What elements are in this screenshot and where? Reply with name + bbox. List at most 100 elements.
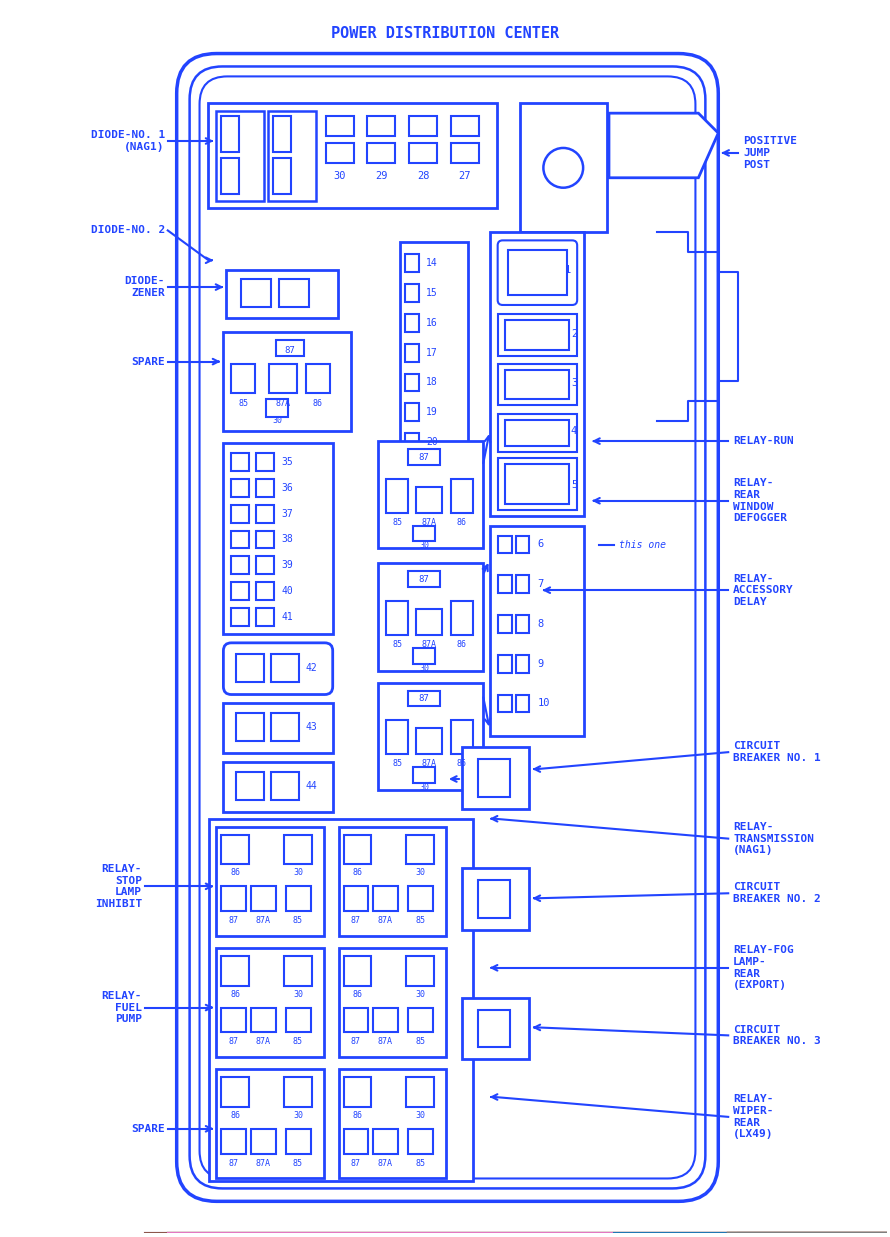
Bar [451,143,479,163]
Bar [237,714,264,741]
Text: RELAY-RUN: RELAY-RUN [733,437,794,447]
Bar [223,762,333,811]
Bar [279,280,309,307]
Text: 87A: 87A [422,640,437,649]
Bar [222,1077,249,1107]
Bar [409,449,440,465]
Bar [409,1008,433,1033]
Bar [515,615,530,633]
Text: 85: 85 [293,917,303,925]
Bar [286,1008,311,1033]
Bar [344,887,368,912]
Bar [386,601,409,635]
Bar [231,557,249,574]
Bar [451,720,473,755]
Text: 36: 36 [281,482,293,492]
Bar [266,400,288,417]
Text: 29: 29 [376,171,388,181]
Text: 16: 16 [426,318,438,328]
Text: 4: 4 [570,427,578,437]
Bar [386,720,409,755]
Bar [405,285,419,302]
Bar [462,868,530,930]
Text: RELAY-
WIPER-
REAR
(LX49): RELAY- WIPER- REAR (LX49) [733,1095,773,1139]
Text: 17: 17 [426,348,438,357]
Bar [251,1008,276,1033]
Bar [368,116,395,136]
Text: 86: 86 [457,517,467,527]
Text: 86: 86 [352,1111,362,1119]
Bar [515,654,530,673]
Text: 30: 30 [334,171,346,181]
Bar [256,557,274,574]
Text: 85: 85 [293,1038,303,1047]
Bar [344,835,371,865]
Bar [231,453,249,471]
Text: 30: 30 [419,542,429,550]
Text: 86: 86 [231,1111,240,1119]
Bar [209,819,473,1181]
Bar [406,835,434,865]
Bar [478,760,510,797]
Text: SPARE: SPARE [131,1123,165,1134]
Text: RELAY-
REAR
WINDOW
DEFOGGER: RELAY- REAR WINDOW DEFOGGER [733,479,787,523]
Bar [413,526,435,542]
Text: 87A: 87A [276,400,290,408]
FancyBboxPatch shape [199,77,695,1179]
Bar [344,1129,368,1154]
Text: 44: 44 [306,781,318,790]
Text: 87: 87 [419,575,430,584]
Bar [223,443,333,633]
Bar [241,280,271,307]
Text: 87: 87 [419,453,430,461]
Bar [409,116,437,136]
Text: 86: 86 [352,868,362,877]
Text: 3: 3 [570,379,578,388]
Bar [273,158,291,194]
Text: 40: 40 [281,586,293,596]
Bar [222,1129,247,1154]
Text: 87: 87 [285,346,295,355]
Bar [284,956,312,986]
Bar [417,487,442,512]
Bar [409,143,437,163]
Bar [251,1129,276,1154]
FancyBboxPatch shape [190,67,706,1189]
Text: POWER DISTRIBUTION CENTER: POWER DISTRIBUTION CENTER [331,26,559,41]
Bar [498,536,512,553]
Bar [231,583,249,600]
Bar [515,575,530,594]
Bar [344,956,371,986]
Bar [451,479,473,512]
Bar [223,332,351,432]
Text: 87: 87 [351,1159,360,1168]
Text: DIODE-NO. 1
(NAG1): DIODE-NO. 1 (NAG1) [91,130,165,152]
Text: RELAY-
FUEL
PUMP: RELAY- FUEL PUMP [101,991,142,1024]
Text: 14: 14 [426,259,438,268]
Bar [478,1009,510,1048]
Bar [520,103,607,233]
Bar [268,111,316,200]
Bar [286,887,311,912]
FancyBboxPatch shape [223,643,333,694]
Bar [405,344,419,361]
Text: 30: 30 [419,783,429,792]
Bar [222,956,249,986]
Text: 87: 87 [229,1038,239,1047]
Bar [216,948,324,1058]
Bar [405,255,419,272]
Text: 87A: 87A [378,1038,392,1047]
Bar [326,143,353,163]
Text: 7: 7 [538,579,544,589]
Bar [339,1069,446,1179]
Text: 86: 86 [352,990,362,998]
Bar [231,609,249,626]
Text: 85: 85 [239,400,248,408]
Bar [409,1129,433,1154]
Text: RELAY-
STOP
LAMP
INHIBIT: RELAY- STOP LAMP INHIBIT [94,863,142,909]
Bar [498,458,578,510]
FancyBboxPatch shape [177,53,718,1201]
Text: 87A: 87A [422,760,437,768]
Text: 38: 38 [281,534,293,544]
Text: CIRCUIT
BREAKER NO. 2: CIRCUIT BREAKER NO. 2 [733,882,821,904]
